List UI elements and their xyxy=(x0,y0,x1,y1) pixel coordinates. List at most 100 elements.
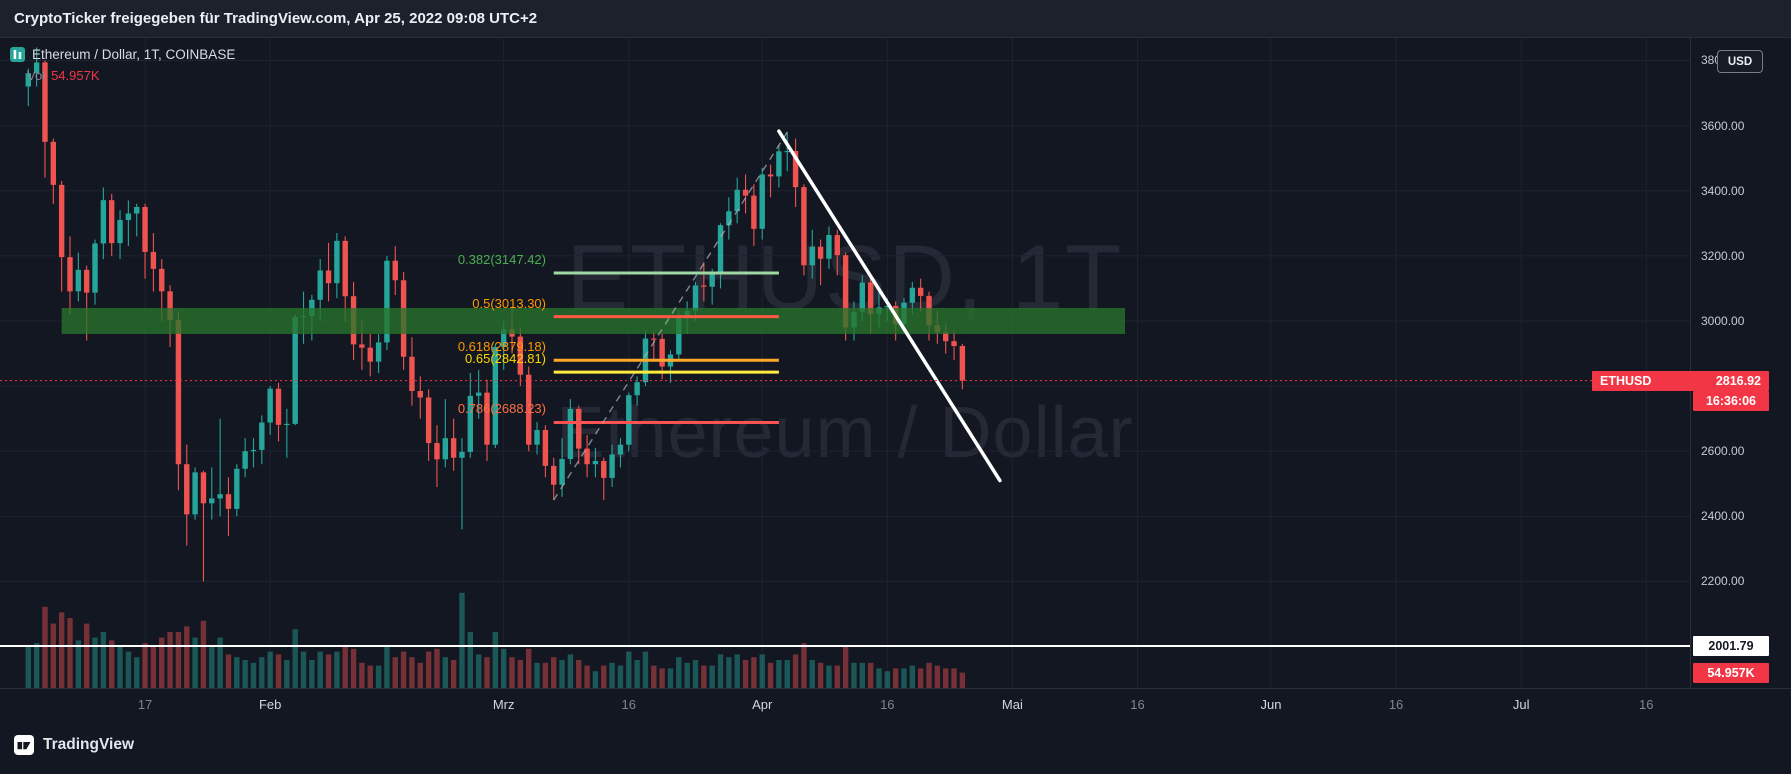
price-axis-label: 3000.00 xyxy=(1701,313,1745,328)
candle xyxy=(150,251,157,269)
volume-bar xyxy=(567,654,574,688)
volume-bar xyxy=(876,668,882,688)
candle xyxy=(826,235,832,259)
volume-bar xyxy=(475,654,482,688)
candle xyxy=(209,498,215,504)
candle xyxy=(217,494,223,499)
candle xyxy=(425,397,432,444)
volume-bar xyxy=(751,657,757,688)
volume-bar xyxy=(450,660,457,688)
candle xyxy=(267,388,273,423)
volume-bar xyxy=(442,657,448,688)
volume-bar xyxy=(626,651,632,688)
volume-bar xyxy=(484,657,490,688)
volume-bar xyxy=(400,651,407,688)
candle xyxy=(384,260,390,343)
candle xyxy=(609,454,615,478)
volume-bar xyxy=(701,665,707,688)
candle xyxy=(559,459,565,485)
candle xyxy=(367,347,373,362)
candle xyxy=(601,460,607,478)
volume-bar xyxy=(109,640,115,688)
volume-bar xyxy=(884,671,891,688)
volume-bar xyxy=(142,643,148,688)
candle xyxy=(517,336,524,375)
volume-bar xyxy=(217,637,223,688)
downtrend-line[interactable] xyxy=(777,129,1002,483)
candle xyxy=(592,460,599,465)
chart-canvas[interactable] xyxy=(0,0,1690,688)
tradingview-brand[interactable]: TradingView xyxy=(43,736,135,753)
volume-bar xyxy=(709,665,715,688)
volume-bar xyxy=(67,618,73,688)
volume-bar xyxy=(50,623,57,688)
bar-countdown-badge: 16:36:06 xyxy=(1693,391,1769,412)
support-zone[interactable] xyxy=(61,307,1126,334)
volume-bar xyxy=(784,660,790,688)
volume-bar xyxy=(500,648,507,688)
candle xyxy=(676,315,682,355)
volume-bar xyxy=(909,665,916,688)
symbol-title[interactable]: Ethereum / Dollar, 1T, COINBASE xyxy=(32,47,236,62)
candle xyxy=(83,269,90,293)
volume-bar xyxy=(167,632,173,688)
volume-bar xyxy=(759,654,765,688)
volume-bar xyxy=(642,651,649,688)
price-axis-label: 2200.00 xyxy=(1701,574,1745,589)
candle xyxy=(250,449,257,452)
volume-bar xyxy=(943,668,949,688)
volume-bar xyxy=(934,665,941,688)
horizontal-line-price-label: 2001.79 xyxy=(1693,635,1769,656)
candle xyxy=(909,287,916,303)
volume-bar xyxy=(384,646,390,688)
time-axis-label: Jun xyxy=(1260,697,1282,712)
candle xyxy=(192,472,198,515)
time-axis-label: 16 xyxy=(621,697,636,712)
candle xyxy=(67,257,73,292)
volume-bar xyxy=(467,632,474,688)
volume-bar xyxy=(851,662,857,688)
volume-bar xyxy=(559,660,565,688)
fib-level-label: 0.618(2879.18) xyxy=(457,339,546,355)
candle xyxy=(692,285,699,311)
volume-bar xyxy=(742,660,749,688)
candle xyxy=(434,443,440,460)
candle xyxy=(951,341,957,347)
volume-bar xyxy=(917,668,924,688)
price-scale[interactable]: USD 3800.003600.003400.003200.003000.002… xyxy=(1690,38,1791,688)
candle xyxy=(526,374,532,445)
candle xyxy=(751,195,757,229)
price-axis-label: 2600.00 xyxy=(1701,444,1745,459)
candle xyxy=(325,270,332,284)
volume-bar xyxy=(959,672,966,688)
volume-bar xyxy=(259,657,265,688)
candle xyxy=(159,268,165,292)
time-axis-label: Mrz xyxy=(492,697,515,712)
tradingview-logo-icon[interactable] xyxy=(14,735,34,755)
candle xyxy=(100,200,107,244)
time-axis-label: 17 xyxy=(137,697,153,712)
price-axis-label: 3600.00 xyxy=(1701,118,1745,133)
candle xyxy=(817,246,824,259)
fib-level-label: 0.65(2842.81) xyxy=(465,351,546,367)
candle xyxy=(342,240,348,297)
candle xyxy=(709,274,715,287)
candle xyxy=(500,329,507,348)
candle xyxy=(234,468,240,509)
candle xyxy=(442,438,448,460)
volume-bar xyxy=(292,629,298,688)
candle xyxy=(717,225,724,275)
volume-bar xyxy=(892,668,899,688)
time-axis[interactable]: 17 Feb Mrz 16 Apr 16 Mai 16 Jun 16 Jul 16 xyxy=(0,688,1791,723)
volume-bar xyxy=(901,668,907,688)
currency-unit-button[interactable]: USD xyxy=(1717,50,1763,73)
volume-bar xyxy=(659,668,665,688)
volume-bar xyxy=(717,654,724,688)
volume-study-label[interactable]: Vol xyxy=(27,68,46,83)
candle xyxy=(576,408,582,449)
volume-bar xyxy=(826,665,832,688)
candle xyxy=(759,174,765,229)
candle xyxy=(334,240,340,284)
fib-level-label: 0.786(2688.23) xyxy=(457,401,546,417)
candle xyxy=(784,150,790,153)
